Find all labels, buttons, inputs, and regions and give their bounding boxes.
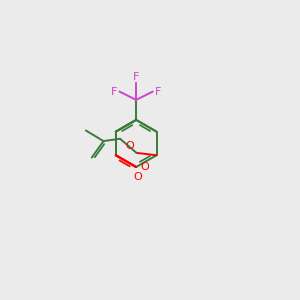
Text: F: F [155,87,162,97]
Text: O: O [126,141,135,151]
Text: F: F [133,72,139,82]
Text: O: O [140,162,149,172]
Text: O: O [133,172,142,182]
Text: F: F [111,87,117,97]
